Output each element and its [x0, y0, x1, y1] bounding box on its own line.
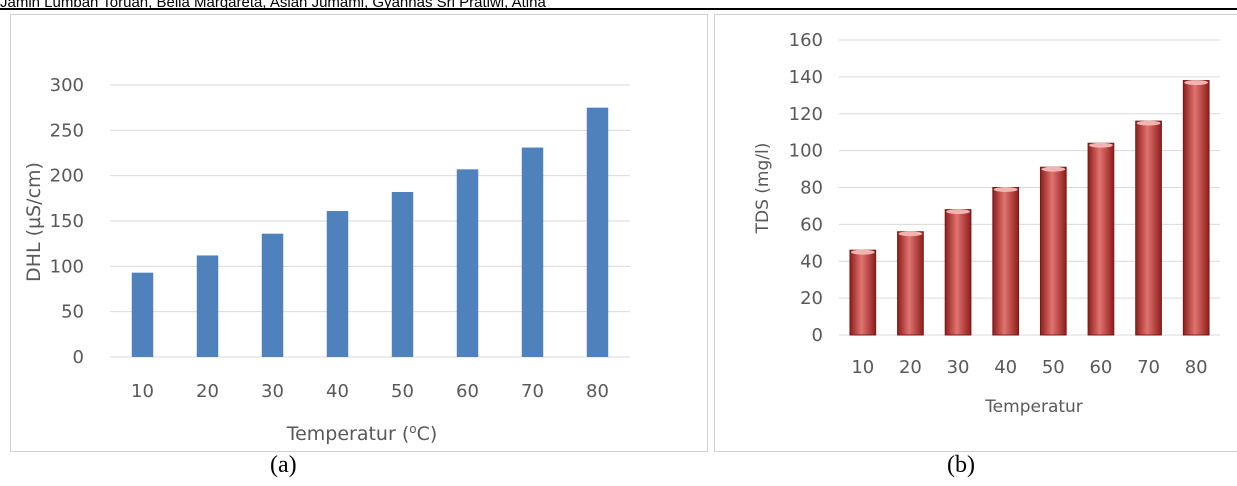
- a-xtick-label: 60: [456, 381, 479, 402]
- b-bar: [1135, 120, 1162, 336]
- a-bar: [196, 255, 219, 357]
- chart-b-xlabel: Temperatur: [984, 397, 1083, 417]
- b-bar: [944, 209, 972, 336]
- a-ytick-label: 250: [50, 120, 84, 141]
- running-header: Jamin Lumban Toruan, Bella Margareta, As…: [0, 0, 546, 11]
- a-xtick-label: 10: [131, 381, 154, 402]
- b-ytick-label: 80: [800, 178, 823, 199]
- b-ytick-label: 60: [800, 214, 823, 235]
- b-bar-cap: [850, 249, 875, 255]
- b-bar-cap: [1136, 120, 1161, 126]
- b-ytick-label: 100: [789, 141, 823, 162]
- chart-b-ylabel: TDS (mg/l): [753, 143, 773, 235]
- b-xtick-label: 70: [1137, 357, 1160, 378]
- b-ytick-label: 0: [812, 325, 823, 346]
- b-bar-cap: [1041, 166, 1066, 172]
- b-bar-cap: [898, 231, 923, 237]
- a-bar: [326, 211, 349, 357]
- chart-a-ylabel: DHL (µS/cm): [23, 162, 45, 282]
- b-ytick-label: 160: [789, 30, 823, 51]
- a-xtick-label: 50: [391, 381, 414, 402]
- b-ytick-label: 20: [800, 288, 823, 309]
- b-bar: [1039, 166, 1067, 336]
- a-bar: [586, 107, 609, 358]
- b-ytick-label: 140: [789, 67, 823, 88]
- b-bar-cap: [993, 187, 1018, 192]
- b-xtick-label: 10: [851, 357, 874, 378]
- caption-b: (b): [947, 452, 975, 478]
- b-ytick-label: 120: [789, 104, 823, 125]
- a-ytick-label: 300: [50, 75, 84, 96]
- caption-a: (a): [270, 452, 297, 478]
- b-bar: [992, 187, 1020, 336]
- b-xtick-label: 40: [994, 357, 1017, 378]
- a-xtick-label: 20: [196, 381, 219, 402]
- b-xtick-label: 20: [899, 357, 922, 378]
- b-xtick-label: 60: [1089, 357, 1112, 378]
- a-bar: [391, 191, 414, 357]
- b-bar-cap: [1184, 80, 1209, 86]
- a-xtick-label: 30: [261, 381, 284, 402]
- a-bar: [261, 233, 284, 357]
- b-xtick-label: 50: [1042, 357, 1065, 378]
- b-ytick-label: 40: [800, 251, 823, 272]
- a-xtick-label: 70: [521, 381, 544, 402]
- b-xtick-label: 30: [947, 357, 970, 378]
- b-bar: [849, 249, 877, 336]
- b-bar-cap: [946, 209, 970, 215]
- b-bar: [1087, 142, 1115, 336]
- a-ytick-label: 0: [73, 347, 84, 368]
- header-rule: [0, 8, 1237, 10]
- b-xtick-label: 80: [1185, 357, 1208, 378]
- a-xtick-label: 80: [586, 381, 609, 402]
- chart-a-xlabel: Temperatur (oC): [286, 422, 438, 445]
- a-ytick-label: 50: [61, 302, 84, 323]
- b-bar: [1182, 80, 1210, 336]
- a-ytick-label: 150: [50, 211, 84, 232]
- b-bar: [897, 231, 924, 336]
- a-bar: [456, 169, 479, 357]
- a-bar: [521, 147, 544, 357]
- a-ytick-label: 200: [50, 166, 84, 187]
- b-bar-cap: [1089, 142, 1113, 148]
- a-bar: [131, 272, 154, 357]
- a-ytick-label: 100: [50, 256, 84, 277]
- a-xtick-label: 40: [326, 381, 349, 402]
